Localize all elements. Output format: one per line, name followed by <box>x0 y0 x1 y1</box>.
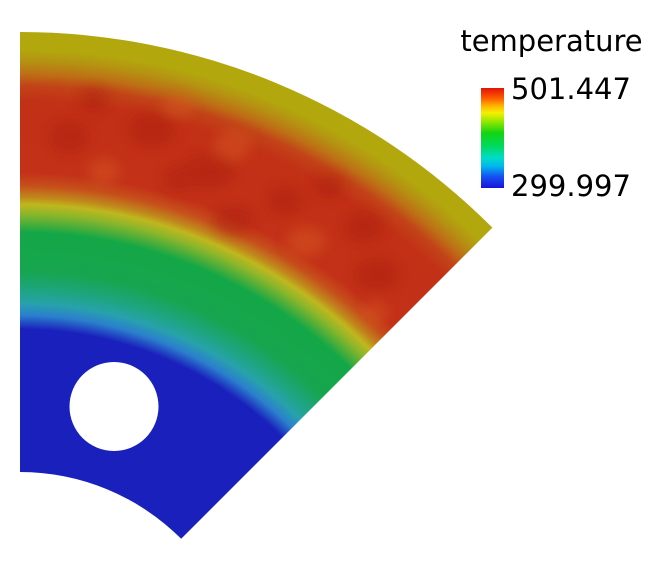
colorbar-max-label: 501.447 <box>511 72 631 106</box>
colorbar-title: temperature <box>460 24 643 58</box>
temperature-field-surface <box>20 31 493 539</box>
colorbar-min-label: 299.997 <box>511 169 631 203</box>
colorbar-gradient[interactable] <box>481 88 504 188</box>
field-mottle-texture <box>49 88 399 324</box>
